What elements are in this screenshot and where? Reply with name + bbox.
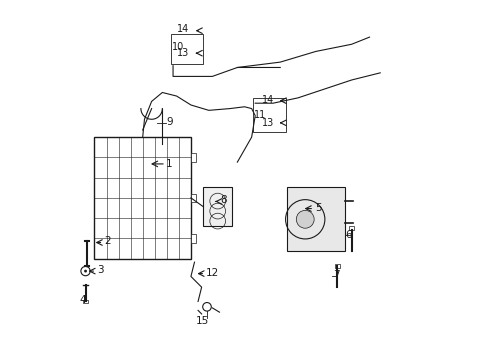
Bar (171, 33, 203, 64)
Bar (203, 187, 231, 226)
Text: 14: 14 (177, 24, 189, 34)
Text: 1: 1 (165, 159, 172, 169)
Bar (334, 264, 340, 267)
Text: 10: 10 (172, 42, 184, 52)
Text: 13: 13 (177, 48, 189, 58)
Text: 8: 8 (220, 195, 226, 205)
Text: 13: 13 (261, 118, 273, 128)
Bar (190, 234, 196, 243)
Text: 9: 9 (166, 117, 173, 127)
Text: 3: 3 (97, 265, 104, 275)
Text: 6: 6 (345, 230, 351, 240)
Bar (348, 226, 353, 230)
Text: 5: 5 (315, 203, 321, 212)
Text: 15: 15 (195, 316, 208, 326)
Text: 7: 7 (332, 270, 339, 280)
Circle shape (296, 210, 313, 228)
Bar (253, 98, 285, 132)
Bar (94, 137, 190, 258)
Text: 11: 11 (254, 110, 266, 120)
Bar (287, 187, 344, 251)
Bar (190, 194, 196, 202)
Bar (83, 300, 88, 303)
Text: 14: 14 (261, 95, 273, 105)
Text: 2: 2 (104, 237, 111, 247)
Text: 4: 4 (80, 295, 86, 305)
Bar (190, 153, 196, 162)
Circle shape (84, 270, 87, 273)
Text: 12: 12 (205, 268, 219, 278)
